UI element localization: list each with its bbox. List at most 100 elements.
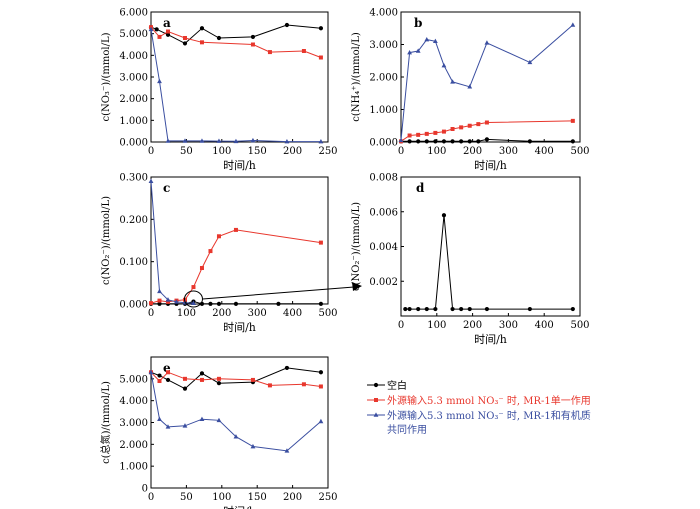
x-axis-label: 时间/h [223, 321, 256, 334]
data-point [459, 125, 464, 130]
data-point [318, 384, 323, 389]
y-tick-label: 4.000 [119, 396, 148, 407]
data-point [267, 50, 272, 55]
x-tick-label: 0 [398, 320, 404, 331]
data-point [165, 424, 171, 429]
x-tick-label: 0 [148, 146, 154, 157]
data-point [416, 139, 421, 144]
data-point [459, 306, 464, 312]
y-tick-label: 4.000 [369, 8, 398, 19]
x-tick-label: 100 [212, 492, 231, 503]
y-tick-label: 3.000 [119, 418, 148, 429]
y-tick-label: 0.006 [369, 207, 398, 218]
x-tick-label: 250 [318, 146, 337, 157]
plot-frame [150, 176, 329, 305]
x-tick-label: 500 [570, 320, 589, 331]
y-tick-label: 0 [142, 484, 148, 495]
data-point [199, 371, 205, 376]
panel-letter: c [163, 181, 170, 195]
x-tick-label: 0 [398, 146, 404, 157]
data-point [182, 41, 188, 46]
data-point [208, 301, 213, 306]
data-point [570, 306, 575, 312]
data-point [199, 266, 204, 271]
legend-marker [374, 398, 378, 402]
data-point [433, 306, 438, 312]
data-point [157, 288, 162, 294]
data-point [527, 139, 532, 144]
data-point [407, 50, 412, 55]
data-point [199, 26, 205, 31]
series-line [405, 215, 573, 310]
data-point [165, 377, 171, 383]
data-point [216, 417, 222, 423]
x-tick-label: 200 [463, 146, 482, 157]
panel-letter: d [416, 181, 425, 195]
data-point [284, 448, 290, 453]
data-point [191, 300, 196, 305]
data-point [157, 379, 162, 384]
data-point [416, 132, 421, 137]
legend-label: 外源输入5.3 mmol NO₃⁻ 时, MR-1单一作用 [387, 394, 591, 407]
x-axis-label: 时间/h [474, 333, 507, 346]
data-point [484, 40, 490, 45]
data-point [149, 301, 153, 306]
y-tick-label: 0.200 [119, 215, 148, 226]
data-point [424, 139, 429, 144]
data-point [318, 240, 323, 245]
y-tick-label: 2.000 [119, 440, 148, 451]
data-point [165, 29, 170, 34]
y-tick-label: 0.000 [119, 138, 148, 149]
series-nitrate_organic [148, 369, 324, 453]
legend-label: 共同作用 [387, 424, 427, 436]
y-tick-label: 6.000 [119, 8, 148, 19]
data-point [527, 306, 532, 312]
data-point [199, 416, 205, 422]
panel-c: 0 100 200 300 400 500 0.000 0.100 0.200 0.300 时间/h… [101, 173, 338, 335]
x-tick-label: 100 [212, 146, 231, 157]
x-tick-label: 250 [318, 492, 337, 503]
data-point [165, 299, 170, 304]
series-nitrate_only [149, 227, 323, 306]
chart-panels: 0 50 100 150 200 250 0.000 1.000 2.000 3.000 4.000… [99, 8, 590, 509]
data-point [318, 301, 324, 306]
y-tick-label: 0.000 [119, 300, 148, 311]
data-point [165, 32, 171, 37]
data-point [318, 418, 324, 424]
data-point [216, 138, 222, 143]
y-tick-label: 0.000 [369, 138, 398, 149]
data-point [157, 78, 162, 84]
y-tick-label: 0.100 [119, 257, 148, 268]
data-point [157, 301, 162, 306]
data-point [148, 369, 154, 375]
y-tick-label: 2.000 [369, 73, 398, 84]
data-point [450, 79, 455, 84]
series-blank [398, 137, 575, 144]
data-point [433, 139, 438, 144]
panel-a: 0 50 100 150 200 250 0.000 1.000 2.000 3.000 4.000… [101, 8, 338, 173]
x-tick-label: 100 [427, 146, 446, 157]
legend-item: 空白 [367, 379, 407, 392]
data-point [233, 227, 238, 232]
data-point [467, 139, 472, 144]
x-tick-label: 50 [180, 146, 193, 157]
x-axis-label: 时间/h [474, 159, 507, 172]
callout-arrowhead [352, 282, 362, 291]
data-point [407, 133, 412, 138]
x-tick-label: 50 [180, 492, 193, 503]
series-line [150, 181, 194, 304]
data-point [216, 35, 222, 41]
data-point [157, 34, 162, 39]
y-tick-label: 1.000 [119, 116, 148, 127]
series-line [150, 229, 321, 304]
series-line [150, 372, 322, 452]
data-point [216, 234, 221, 239]
data-point [284, 138, 290, 144]
series-nitrate_only [149, 25, 323, 60]
data-point [250, 443, 256, 449]
data-point [216, 301, 222, 306]
data-point [250, 377, 255, 382]
x-axis-label: 时间/h [223, 505, 256, 509]
y-tick-label: 2.000 [119, 94, 148, 105]
